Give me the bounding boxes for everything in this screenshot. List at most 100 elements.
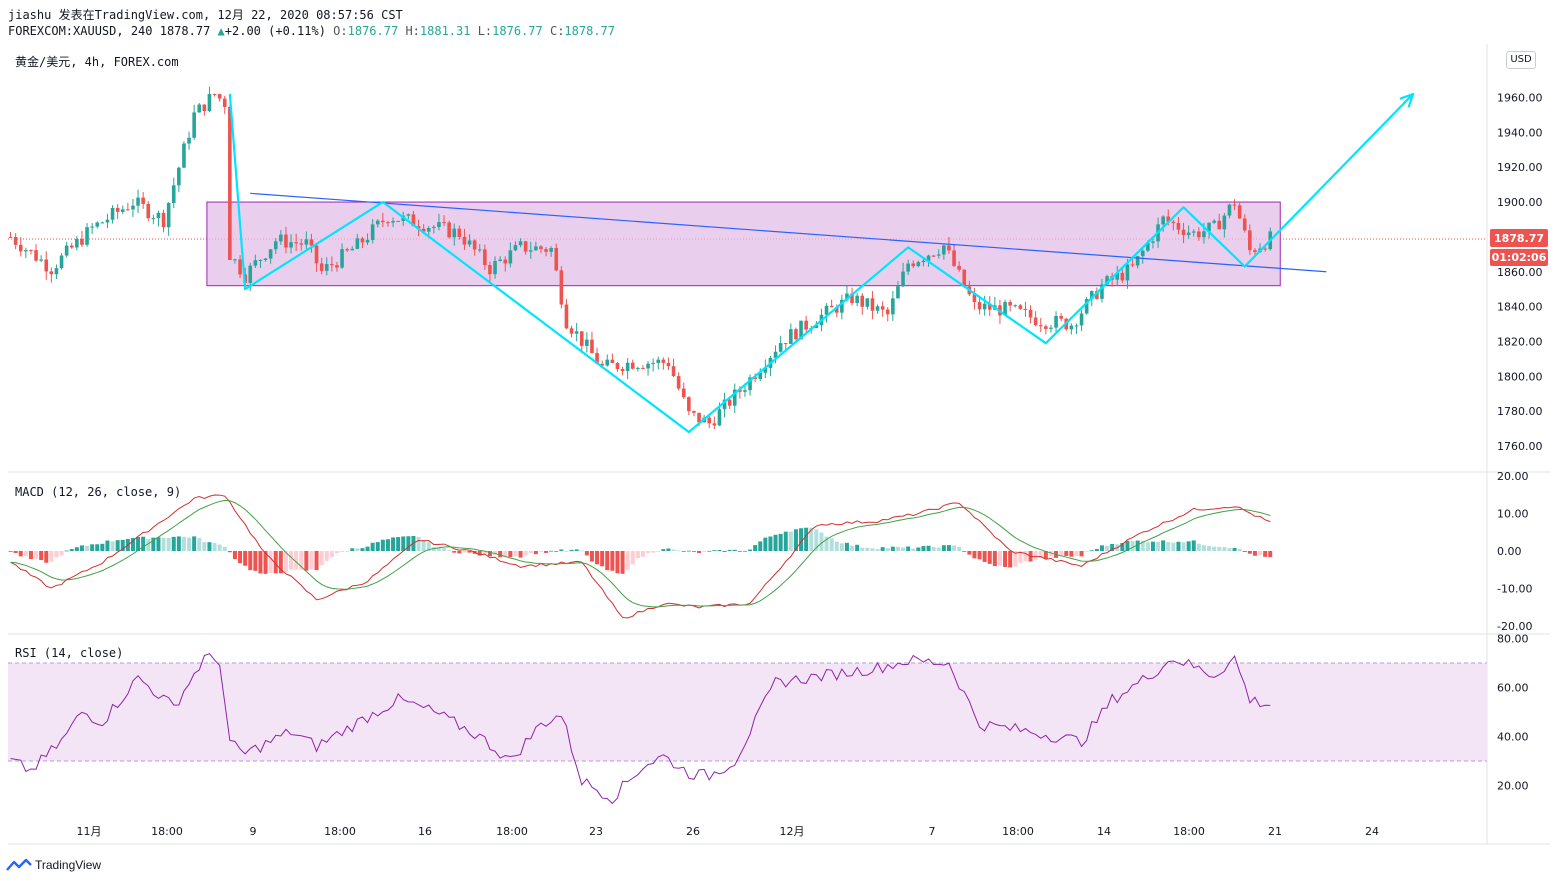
candle-down [1008,302,1012,306]
candle-up [896,286,900,299]
macd-histogram-bar [273,551,278,574]
candle-up [1151,241,1155,243]
macd-histogram-bar [1145,542,1150,551]
macd-histogram-bar [967,551,972,555]
candle-down [299,243,304,245]
macd-histogram-bar [885,548,890,551]
macd-histogram-bar [911,548,916,551]
macd-histogram-bar [1105,545,1110,551]
candle-down [1253,250,1257,252]
macd-histogram-bar [222,546,227,551]
drawings-layer[interactable] [228,92,1415,434]
candle-down [544,249,548,252]
macd-histogram-bar [202,542,207,551]
candle-up [437,222,441,228]
macd-histogram-bar [350,548,355,551]
candle-up [1013,305,1018,307]
macd-histogram-bar [1263,551,1268,557]
candle-down [314,245,319,264]
candle-down [442,222,446,224]
macd-histogram-bar [227,551,232,553]
macd-histogram-bar [1161,540,1166,551]
macd-histogram-bar [1191,540,1196,551]
macd-histogram-bar [8,551,13,552]
tradingview-logo[interactable]: TradingView [6,855,101,875]
candle-down [579,331,584,346]
macd-histogram-bar [1018,551,1023,563]
candle-up [840,299,844,313]
macd-histogram-bar [396,537,401,551]
close-label: C: [549,24,565,38]
macd-histogram-bar [1252,551,1257,556]
macd-histogram-bar [1038,551,1043,558]
axis-tick-label: 1840.00 [1497,301,1543,314]
candle-up [273,241,278,250]
candle-up [518,241,523,246]
candle-up [370,224,375,240]
macd-histogram-bar [406,536,411,551]
candle-down [294,242,298,244]
candle-down [238,259,242,275]
candle-up [493,260,497,275]
candle-down [8,236,13,238]
axis-tick-label: 1800.00 [1497,370,1543,383]
macd-histogram-bar [722,551,727,552]
candle-down [962,269,967,287]
candle-down [972,294,977,303]
macd-histogram-bar [844,542,849,551]
candle-down [569,328,574,334]
candle-up [901,271,905,287]
candle-down [630,362,635,369]
candle-up [1135,256,1140,266]
macd-histogram-bar [39,551,44,561]
macd-histogram-bar [895,546,900,551]
macd-histogram-bar [498,551,503,558]
macd-histogram-bar [110,541,115,551]
axis-tick-label: 40.00 [1497,731,1529,744]
macd-histogram-bar [635,551,640,559]
candle-down [829,305,834,308]
candle-down [360,238,365,243]
candle-down [284,234,288,248]
candle-up [722,399,727,410]
candle-down [416,226,421,229]
macd-histogram-bar [763,537,768,551]
macd-histogram-bar [1003,551,1008,567]
price-pane[interactable] [8,86,1415,434]
macd-histogram-bar [717,549,722,551]
candle-up [528,250,533,252]
axis-tick-label: 7 [929,825,936,838]
macd-histogram-bar [574,549,579,551]
macd-histogram-bar [600,551,605,567]
macd-pane[interactable] [8,494,1273,619]
candle-up [1146,242,1150,251]
rsi-pane[interactable] [8,653,1487,805]
macd-histogram-bar [697,551,702,554]
candle-down [462,236,467,245]
candle-down [1242,218,1247,231]
macd-histogram-bar [1084,551,1089,552]
macd-histogram-bar [95,544,100,551]
currency-button[interactable]: USD [1506,51,1536,69]
candle-up [891,298,895,315]
macd-histogram-bar [804,527,809,551]
symbol-ohlc-bar: FOREXCOM:XAUUSD, 240 1878.77 ▲+2.00 (+0.… [8,24,615,38]
macd-histogram-bar [676,550,681,552]
candle-up [717,409,722,426]
macd-histogram-bar [217,544,222,551]
candle-up [651,362,655,364]
axis-tick-label: 60.00 [1497,682,1529,695]
candle-down [1176,223,1181,230]
candle-down [1166,216,1171,222]
candle-down [1171,221,1176,224]
macd-histogram-bar [1171,542,1176,551]
macd-histogram-bar [436,547,441,551]
candle-up [166,202,171,228]
axis-tick-label: 18:00 [496,825,528,838]
candle-down [911,263,916,267]
candle-up [95,222,100,227]
macd-histogram-bar [1033,551,1038,560]
axis-tick-label: 18:00 [324,825,356,838]
candle-up [24,250,28,252]
